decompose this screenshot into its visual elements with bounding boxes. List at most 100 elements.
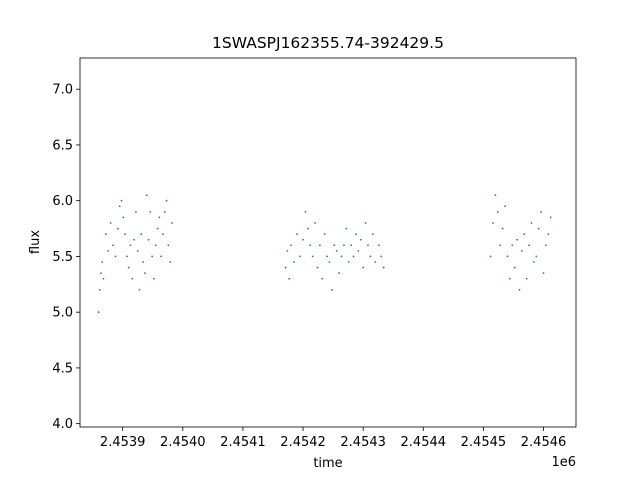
data-point — [149, 210, 152, 213]
data-point — [140, 233, 143, 236]
data-point — [520, 249, 523, 252]
y-tick-label: 6.0 — [52, 194, 73, 209]
data-point — [104, 233, 107, 236]
data-point — [369, 255, 372, 258]
data-point — [535, 255, 538, 258]
data-point — [156, 227, 159, 230]
data-point — [364, 222, 367, 224]
data-point — [284, 266, 287, 269]
data-point — [304, 210, 307, 213]
data-point — [516, 238, 518, 241]
data-point — [116, 227, 119, 230]
data-point — [382, 266, 385, 269]
data-point — [318, 244, 321, 247]
data-point — [523, 233, 526, 236]
data-point — [331, 288, 333, 291]
x-axis-label: time — [313, 456, 342, 471]
data-point — [333, 244, 336, 247]
data-point — [100, 272, 102, 275]
data-point — [142, 261, 145, 263]
data-point — [98, 288, 101, 291]
data-point — [494, 194, 497, 197]
data-point — [504, 205, 506, 208]
data-point — [114, 255, 117, 258]
data-point — [127, 266, 130, 269]
data-point — [147, 238, 150, 241]
data-point — [162, 233, 164, 236]
y-tick-label: 4.5 — [52, 361, 73, 376]
data-point — [547, 233, 550, 236]
data-point — [118, 205, 121, 208]
data-point — [107, 249, 110, 252]
data-point — [549, 216, 552, 219]
data-point — [167, 244, 170, 247]
data-point — [311, 255, 314, 258]
chart-title: 1SWASPJ162355.74-392429.5 — [212, 34, 444, 52]
data-point — [102, 277, 105, 280]
data-point — [163, 210, 166, 213]
data-point — [133, 238, 136, 241]
data-point — [542, 272, 545, 275]
data-point — [321, 277, 324, 280]
data-point — [352, 255, 355, 258]
data-point — [335, 249, 338, 252]
data-point — [153, 277, 155, 280]
data-point — [158, 216, 161, 219]
y-axis: 4.0 4.5 5.0 5.5 6.0 6.5 7.0 — [52, 83, 80, 432]
data-point — [499, 244, 502, 247]
x-axis: 2.4539 2.4540 2.4541 2.4542 2.4543 2.4544 2.45… — [100, 427, 566, 450]
data-point — [326, 255, 328, 258]
data-point — [124, 233, 126, 236]
data-point — [501, 227, 504, 230]
x-tick-label: 2.4543 — [340, 435, 386, 450]
data-point — [145, 194, 148, 197]
x-tick-label: 2.4544 — [401, 435, 447, 450]
y-axis-label: flux — [28, 230, 43, 254]
data-point — [296, 233, 298, 236]
data-point — [138, 288, 141, 291]
data-point — [525, 277, 528, 280]
data-point — [169, 261, 172, 263]
data-point — [286, 249, 289, 252]
data-point — [328, 261, 331, 263]
data-point — [165, 199, 168, 202]
data-point — [340, 255, 343, 258]
data-point — [131, 277, 134, 280]
data-point — [371, 233, 374, 236]
data-point — [314, 222, 316, 224]
data-point — [545, 244, 547, 247]
data-point — [338, 272, 341, 275]
data-point — [377, 244, 380, 247]
data-point — [347, 261, 350, 263]
data-point — [511, 244, 514, 247]
y-tick-label: 4.0 — [52, 417, 73, 432]
x-tick-label: 2.4541 — [220, 435, 266, 450]
x-tick-label: 2.4546 — [521, 435, 567, 450]
data-point — [350, 244, 353, 247]
data-point — [362, 266, 365, 269]
data-point — [171, 222, 173, 224]
x-tick-label: 2.4542 — [280, 435, 326, 450]
data-point — [533, 261, 535, 263]
x-tick-label: 2.4545 — [461, 435, 507, 450]
data-point — [513, 266, 516, 269]
data-point — [489, 255, 492, 258]
data-point — [316, 266, 319, 269]
data-point — [120, 199, 123, 202]
data-point — [492, 222, 494, 224]
data-point — [302, 238, 304, 241]
data-point — [288, 277, 291, 280]
data-point — [357, 249, 360, 252]
data-point — [101, 261, 104, 263]
data-point — [136, 249, 139, 252]
data-point — [508, 277, 511, 280]
data-point — [135, 210, 137, 213]
data-point — [518, 288, 521, 291]
data-point — [151, 255, 154, 258]
data-point — [343, 244, 345, 247]
plot-frame — [79, 57, 577, 428]
data-point — [323, 233, 326, 236]
data-point — [299, 255, 301, 258]
data-point — [122, 216, 125, 219]
